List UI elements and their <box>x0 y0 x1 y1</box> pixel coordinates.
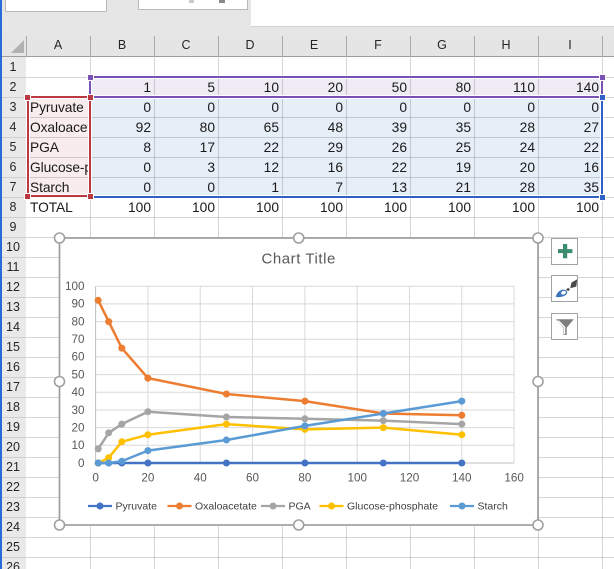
svg-text:30: 30 <box>71 404 85 417</box>
svg-text:0: 0 <box>78 457 85 470</box>
svg-text:60: 60 <box>246 472 260 485</box>
svg-text:20: 20 <box>141 472 155 485</box>
svg-text:Starch: Starch <box>478 501 509 513</box>
svg-text:20: 20 <box>71 421 85 434</box>
svg-text:10: 10 <box>71 439 85 452</box>
svg-text:40: 40 <box>71 386 85 399</box>
svg-text:80: 80 <box>71 315 85 328</box>
svg-text:PGA: PGA <box>289 501 311 513</box>
svg-text:Glucose-phosphate: Glucose-phosphate <box>347 501 438 513</box>
svg-text:100: 100 <box>347 472 367 485</box>
svg-text:140: 140 <box>452 472 472 485</box>
svg-text:Chart Title: Chart Title <box>261 251 335 268</box>
svg-text:80: 80 <box>298 472 312 485</box>
svg-text:100: 100 <box>65 280 85 293</box>
svg-text:120: 120 <box>400 472 420 485</box>
svg-text:90: 90 <box>71 298 85 311</box>
svg-text:60: 60 <box>71 351 85 364</box>
svg-text:160: 160 <box>504 472 524 485</box>
svg-text:0: 0 <box>92 472 99 485</box>
svg-text:40: 40 <box>194 472 208 485</box>
svg-text:Oxaloacetate: Oxaloacetate <box>195 501 257 513</box>
svg-text:50: 50 <box>71 368 85 381</box>
svg-text:70: 70 <box>71 333 85 346</box>
svg-text:Pyruvate: Pyruvate <box>116 501 158 513</box>
